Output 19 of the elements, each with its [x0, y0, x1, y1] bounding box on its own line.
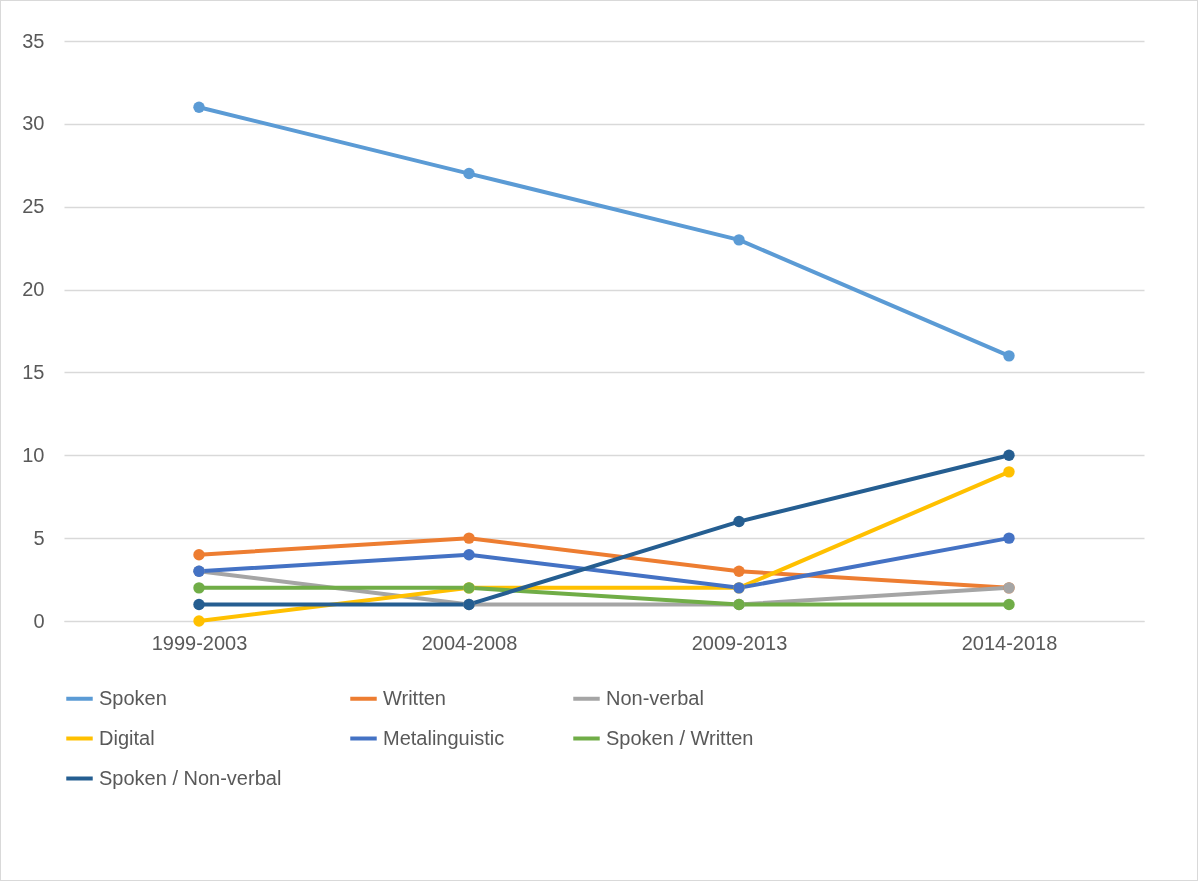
x-tick-label: 1999-2003 [151, 631, 248, 654]
y-tick-label: 5 [33, 526, 45, 549]
legend-label: Spoken [99, 686, 167, 709]
y-tick-label: 10 [22, 443, 45, 466]
x-tick-label: 2014-2018 [961, 631, 1058, 654]
y-tick-label: 0 [33, 609, 45, 632]
y-tick-label: 15 [22, 360, 45, 383]
x-tick-label: 2009-2013 [691, 631, 788, 654]
y-tick-label: 25 [22, 195, 45, 218]
x-tick-label: 2004-2008 [421, 631, 518, 654]
y-tick-label: 20 [22, 278, 45, 301]
legend-label: Metalinguistic [383, 726, 505, 749]
legend-label: Spoken / Non-verbal [99, 766, 282, 789]
legend-label: Written [383, 686, 446, 709]
legend-label: Spoken / Written [606, 726, 754, 749]
legend-label: Non-verbal [606, 686, 704, 709]
y-tick-label: 35 [22, 29, 45, 52]
legend-label: Digital [99, 726, 155, 749]
y-tick-label: 30 [22, 112, 45, 135]
